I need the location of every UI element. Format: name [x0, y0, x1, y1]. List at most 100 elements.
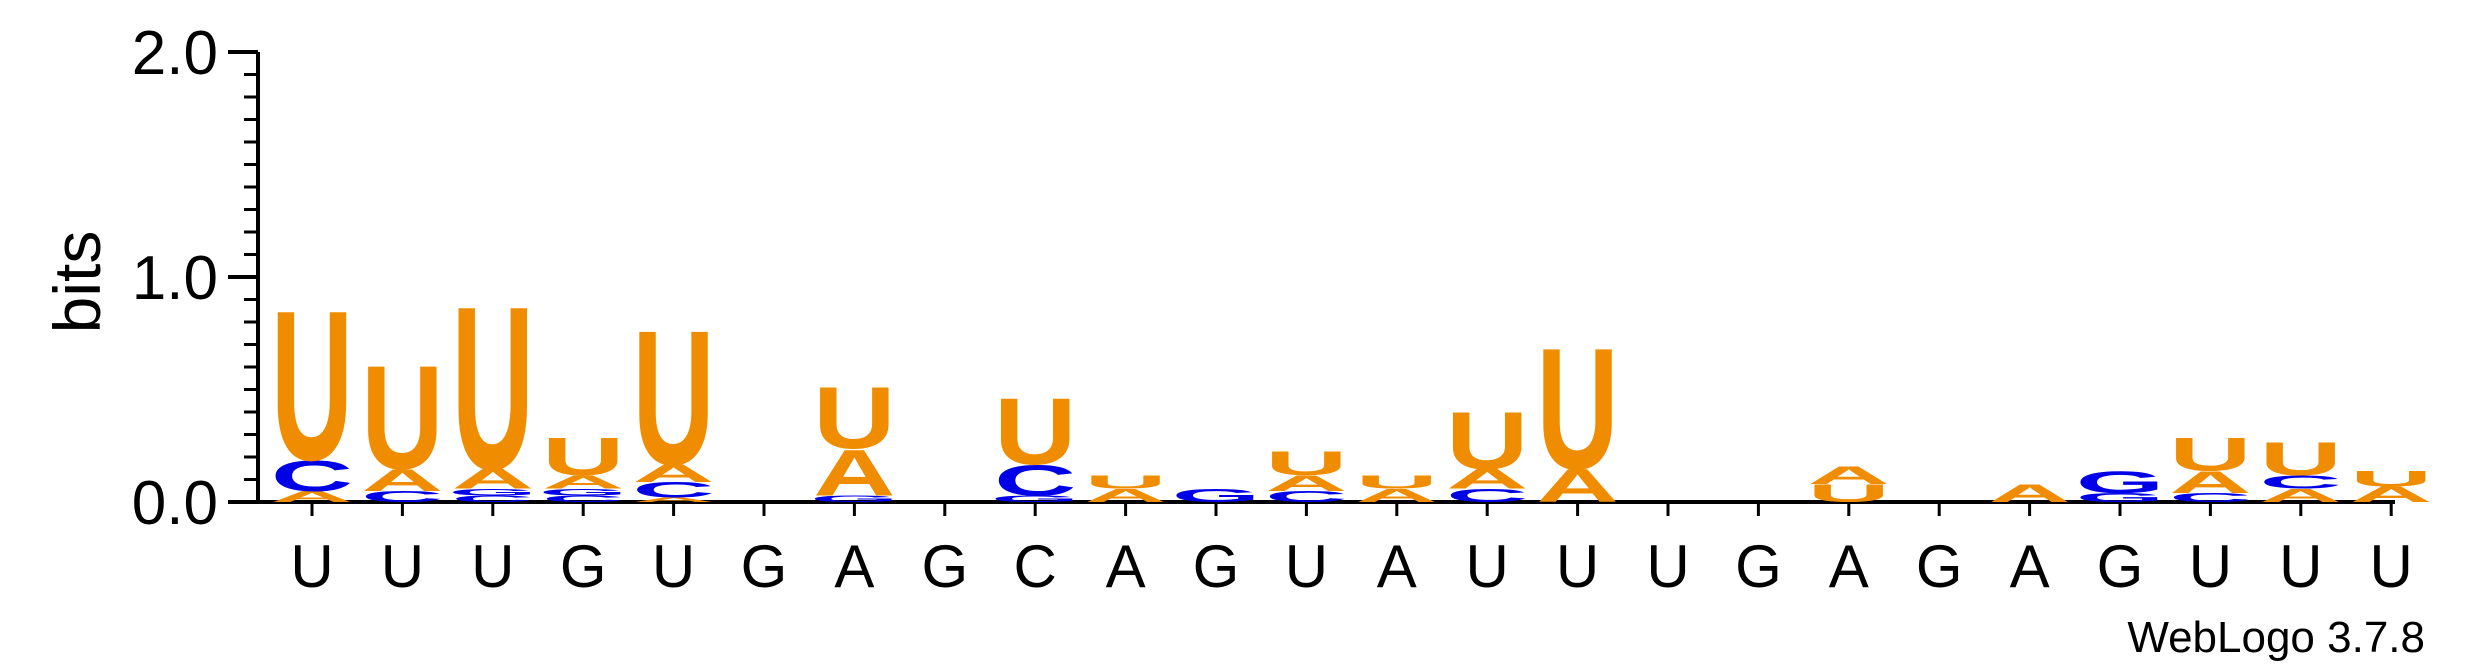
x-tick-label: A [1106, 533, 1146, 600]
logo-glyph-G: G [2076, 464, 2165, 499]
svg-text:A: A [1808, 461, 1890, 489]
logo-glyph-C: C [361, 488, 443, 506]
logo-glyph-C: C [2169, 491, 2251, 505]
svg-text:A: A [361, 462, 443, 497]
svg-text:C: C [2260, 472, 2342, 493]
svg-text:A: A [813, 436, 895, 510]
logo-glyph-U: U [994, 379, 1076, 485]
logo-glyph-G: G [1172, 485, 1261, 506]
logo-glyph-G: G [539, 487, 628, 497]
svg-text:U: U [542, 426, 624, 486]
logo-glyph-U: U [361, 335, 443, 500]
svg-text:G: G [449, 487, 538, 497]
logo-glyph-C: C [632, 478, 714, 502]
logo-glyph-A: A [1356, 485, 1438, 506]
logo-glyph-G: G [810, 494, 899, 504]
svg-text:C: C [632, 478, 714, 502]
svg-text:C: C [452, 494, 534, 504]
svg-text:U: U [361, 335, 443, 500]
logo-glyph-U: U [2350, 467, 2432, 491]
x-tick-label: A [834, 533, 874, 600]
svg-text:C: C [1446, 485, 1528, 506]
svg-text:A: A [452, 463, 534, 495]
logo-glyph-U: U [271, 267, 353, 505]
logo-glyph-A: A [1808, 461, 1890, 489]
x-tick-label: A [1377, 533, 1417, 600]
logo-glyph-C: C [1265, 488, 1347, 506]
svg-text:G: G [2076, 491, 2165, 505]
svg-text:A: A [2350, 482, 2432, 506]
svg-text:A: A [542, 472, 624, 493]
logo-glyph-A: A [271, 488, 353, 506]
svg-text:U: U [2260, 433, 2342, 485]
logo-glyph-C: C [542, 494, 624, 504]
logo-glyph-A: A [632, 496, 714, 503]
x-tick-label: U [1646, 533, 1689, 600]
x-tick-label: G [921, 533, 968, 600]
logo-glyph-U: U [1536, 314, 1618, 506]
logo-glyph-A: A [2260, 485, 2342, 506]
svg-text:U: U [2350, 467, 2432, 491]
svg-text:U: U [1265, 444, 1347, 483]
svg-text:C: C [1265, 488, 1347, 506]
svg-text:U: U [271, 267, 353, 505]
x-tick-label: U [290, 533, 333, 600]
svg-text:C: C [271, 452, 353, 501]
svg-text:U: U [632, 291, 714, 505]
logo-glyph-C: C [271, 452, 353, 501]
logo-glyph-U: U [452, 257, 534, 517]
svg-text:G: G [1172, 485, 1261, 506]
logo-glyph-U: U [632, 291, 714, 505]
svg-text:A: A [2260, 485, 2342, 506]
svg-text:A: A [2169, 464, 2251, 499]
x-tick-label: G [2097, 533, 2144, 600]
svg-text:U: U [994, 379, 1076, 485]
svg-text:U: U [452, 257, 534, 517]
logo-glyph-U: U [1356, 472, 1438, 493]
logo-glyph-U: U [542, 426, 624, 486]
logo-glyph-C: C [1446, 485, 1528, 506]
svg-text:U: U [813, 368, 895, 467]
x-tick-label: U [2279, 533, 2322, 600]
svg-text:C: C [2169, 491, 2251, 505]
x-tick-label: U [381, 533, 424, 600]
logo-glyph-A: A [1084, 485, 1166, 506]
x-tick-label: U [471, 533, 514, 600]
svg-text:G: G [539, 487, 628, 497]
svg-text:U: U [1356, 472, 1438, 493]
svg-text:A: A [632, 459, 714, 487]
x-tick-label: C [1014, 533, 1057, 600]
logo-glyph-A: A [1265, 471, 1347, 495]
logo-glyph-U: U [813, 368, 895, 467]
logo-glyph-A: A [1536, 460, 1618, 512]
logo-glyph-C: C [452, 494, 534, 504]
svg-text:G: G [991, 494, 1080, 504]
logo-glyph-G: G [449, 487, 538, 497]
svg-text:A: A [1536, 460, 1618, 512]
svg-text:U: U [1084, 472, 1166, 493]
logo-glyph-A: A [2350, 482, 2432, 506]
svg-text:A: A [1356, 485, 1438, 506]
logo-glyph-G: G [2076, 491, 2165, 505]
svg-text:A: A [1988, 479, 2070, 507]
x-tick-label: U [1285, 533, 1328, 600]
x-tick-label: A [1829, 533, 1869, 600]
logo-glyph-A: A [1988, 479, 2070, 507]
logo-glyph-U: U [2169, 428, 2251, 480]
svg-text:C: C [994, 456, 1076, 505]
x-tick-label: G [1193, 533, 1240, 600]
svg-text:A: A [1084, 485, 1166, 506]
logo-glyph-C: C [2260, 472, 2342, 493]
x-tick-label: U [2370, 533, 2413, 600]
y-tick-label: 2.0 [132, 19, 218, 88]
logo-glyph-U: U [1808, 479, 1890, 507]
y-axis-label: bits [40, 231, 114, 334]
svg-text:A: A [271, 488, 353, 506]
x-tick-label: G [741, 533, 788, 600]
logo-glyph-A: A [813, 436, 895, 510]
x-tick-label: G [560, 533, 607, 600]
svg-text:G: G [810, 494, 899, 504]
x-tick-label: U [1466, 533, 1509, 600]
y-tick-label: 1.0 [132, 244, 218, 313]
svg-text:C: C [361, 488, 443, 506]
